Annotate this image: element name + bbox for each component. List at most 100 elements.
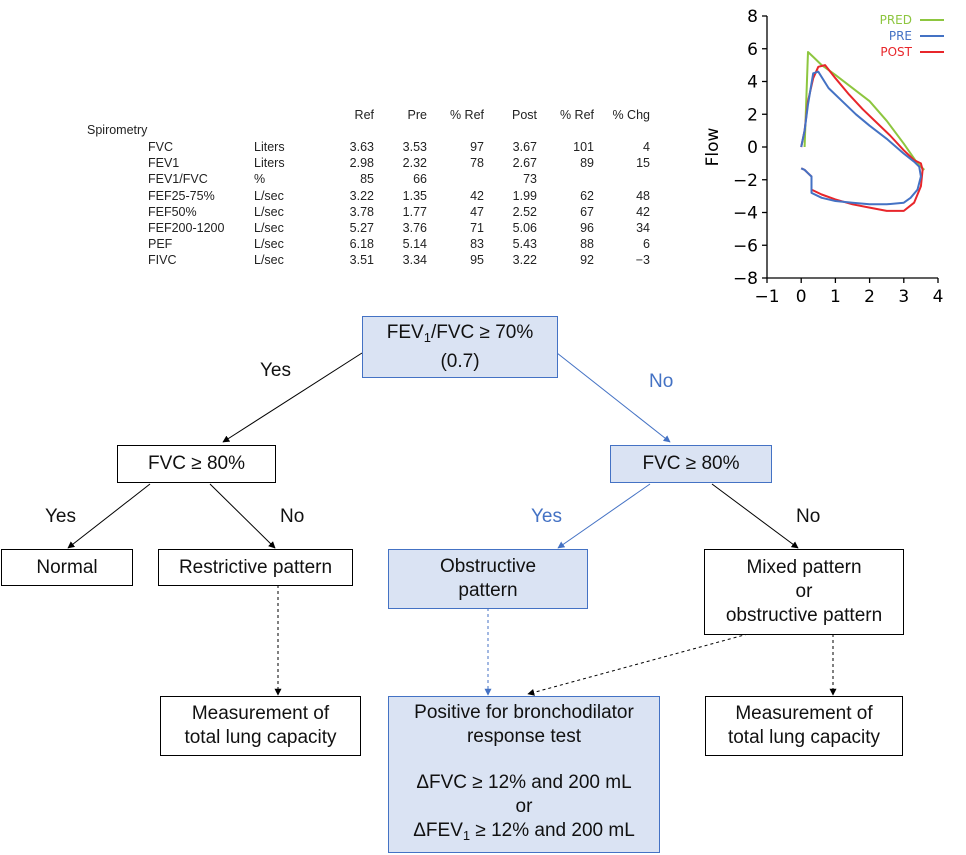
table-section-label: Spirometry xyxy=(87,123,148,137)
table-header-cell: % Chg xyxy=(612,108,650,122)
edge-root-to-fvc-right xyxy=(556,352,671,443)
table-cell-pre: 66 xyxy=(413,172,427,187)
table-cell-post: 3.67 xyxy=(512,140,537,154)
outcome-normal: Normal xyxy=(1,549,133,586)
table-cell-ref: 3.63 xyxy=(349,140,374,154)
x-tick-label: 1 xyxy=(830,287,841,305)
bronchodilator-response-test: Positive for bronchodilator response tes… xyxy=(388,696,660,853)
table-cell-postref: 92 xyxy=(580,253,594,268)
param-name: FEF50% xyxy=(148,204,197,219)
series-line-post xyxy=(800,64,924,212)
param-name: FEF25-75% xyxy=(148,188,215,203)
label-right-yes: Yes xyxy=(531,506,562,527)
x-tick-label: 4 xyxy=(933,287,944,305)
edge-fvc-left-to-normal xyxy=(67,483,151,549)
y-tick-label: −6 xyxy=(733,236,758,256)
decision-fvc-left: FVC ≥ 80% xyxy=(117,445,276,483)
param-name: PEF xyxy=(148,237,173,252)
table-cell-chg: 4 xyxy=(643,140,650,154)
param-unit: Liters xyxy=(254,156,285,171)
y-axis-label: Flow xyxy=(703,128,723,167)
y-tick-label: 4 xyxy=(747,73,758,93)
table-cell-ref: 3.78 xyxy=(349,204,374,219)
outcome-restrictive-pattern: Restrictive pattern xyxy=(158,549,353,586)
outcome-mixed-pattern: Mixed pattern or obstructive pattern xyxy=(704,549,904,635)
table-cell-ref: 3.51 xyxy=(349,253,374,268)
table-header-cell: Post xyxy=(511,108,537,122)
table-cell-pre: 3.34 xyxy=(402,253,427,268)
decision-fvc-right: FVC ≥ 80% xyxy=(610,445,772,483)
label-right-no: No xyxy=(796,506,821,527)
label-left-no: No xyxy=(280,506,305,527)
y-tick-label: −2 xyxy=(733,171,758,191)
flowchart-connectors xyxy=(67,352,837,696)
param-unit: % xyxy=(254,172,266,187)
table-cell-postref: 101 xyxy=(573,140,594,154)
table-header-cell: % Ref xyxy=(449,108,484,122)
table-header-cell: Ref xyxy=(354,108,374,122)
table-cell-pref: 71 xyxy=(470,221,484,235)
table-header-cell: Pre xyxy=(407,108,427,122)
table-header-cell: % Ref xyxy=(559,108,594,122)
table-cell-postref: 88 xyxy=(580,237,594,252)
edge-fvc-right-to-obstructive xyxy=(557,483,651,549)
x-tick-label: 3 xyxy=(898,287,909,305)
table-cell-post: 3.22 xyxy=(512,253,537,268)
table-cell-pref: 78 xyxy=(470,156,484,171)
table-cell-post: 2.52 xyxy=(512,204,537,219)
table-cell-post: 2.67 xyxy=(512,156,537,171)
x-tick-label: −1 xyxy=(754,287,779,305)
param-unit: L/sec xyxy=(254,204,284,219)
table-cell-ref: 3.22 xyxy=(349,188,374,203)
table-cell-pre: 3.76 xyxy=(402,221,427,235)
y-tick-label: 2 xyxy=(747,105,758,125)
label-root-yes: Yes xyxy=(260,360,291,381)
edge-fvc-right-to-mixed xyxy=(711,483,799,549)
table-cell-post: 1.99 xyxy=(512,188,537,203)
measure-total-lung-capacity-right: Measurement of total lung capacity xyxy=(705,696,903,756)
param-name: FEF200-1200 xyxy=(148,221,225,235)
edge-root-to-fvc-left xyxy=(222,352,363,443)
table-cell-ref: 2.98 xyxy=(349,156,374,171)
param-name: FEV1/FVC xyxy=(148,172,208,187)
param-unit: Liters xyxy=(254,140,285,154)
legend-label: PRED xyxy=(880,13,912,27)
series-line-pre xyxy=(800,70,922,206)
table-cell-ref: 5.27 xyxy=(349,221,374,235)
table-cell-chg: 48 xyxy=(636,188,650,203)
table-cell-pre: 1.77 xyxy=(402,204,427,219)
measure-total-lung-capacity-left: Measurement of total lung capacity xyxy=(160,696,361,756)
table-cell-pre: 1.35 xyxy=(402,188,427,203)
table-cell-ref: 6.18 xyxy=(349,237,374,252)
y-tick-label: 0 xyxy=(747,138,758,158)
table-cell-pref: 47 xyxy=(470,204,484,219)
root-decision-fev1-fvc: FEV1/FVC ≥ 70% (0.7) xyxy=(362,316,558,378)
table-cell-chg: −3 xyxy=(635,253,650,268)
table-cell-post: 5.43 xyxy=(512,237,537,252)
x-tick-label: 2 xyxy=(864,287,875,305)
table-cell-chg: 6 xyxy=(643,237,650,252)
param-unit: L/sec xyxy=(254,221,284,235)
x-tick-label: 0 xyxy=(796,287,807,305)
table-cell-pref: 83 xyxy=(470,237,484,252)
y-tick-label: 8 xyxy=(747,7,758,27)
flow-volume-chart: −8 −6 −4 −2 0 2 4 6 8 −1 0 1 2 3 4 Flow PRED PRE POST xyxy=(703,7,944,305)
y-tick-label: 6 xyxy=(747,40,758,60)
param-unit: L/sec xyxy=(254,188,284,203)
table-cell-pref: 95 xyxy=(470,253,484,268)
table-cell-post: 5.06 xyxy=(512,221,537,235)
table-cell-pre: 3.53 xyxy=(402,140,427,154)
param-unit: L/sec xyxy=(254,253,284,268)
param-unit: L/sec xyxy=(254,237,284,252)
table-cell-ref: 85 xyxy=(360,172,374,187)
series-layer xyxy=(800,51,925,212)
legend-label: PRE xyxy=(889,29,912,43)
root-line1: FEV1/FVC ≥ 70% xyxy=(386,321,534,345)
table-cell-postref: 89 xyxy=(580,156,594,171)
table-cell-chg: 42 xyxy=(636,204,650,219)
legend-label: POST xyxy=(880,45,912,59)
table-cell-chg: 15 xyxy=(636,156,650,171)
edge-mixed-to-bd-test xyxy=(527,633,749,696)
legend-layer: PRED PRE POST xyxy=(880,13,944,59)
table-cell-postref: 67 xyxy=(580,204,594,219)
